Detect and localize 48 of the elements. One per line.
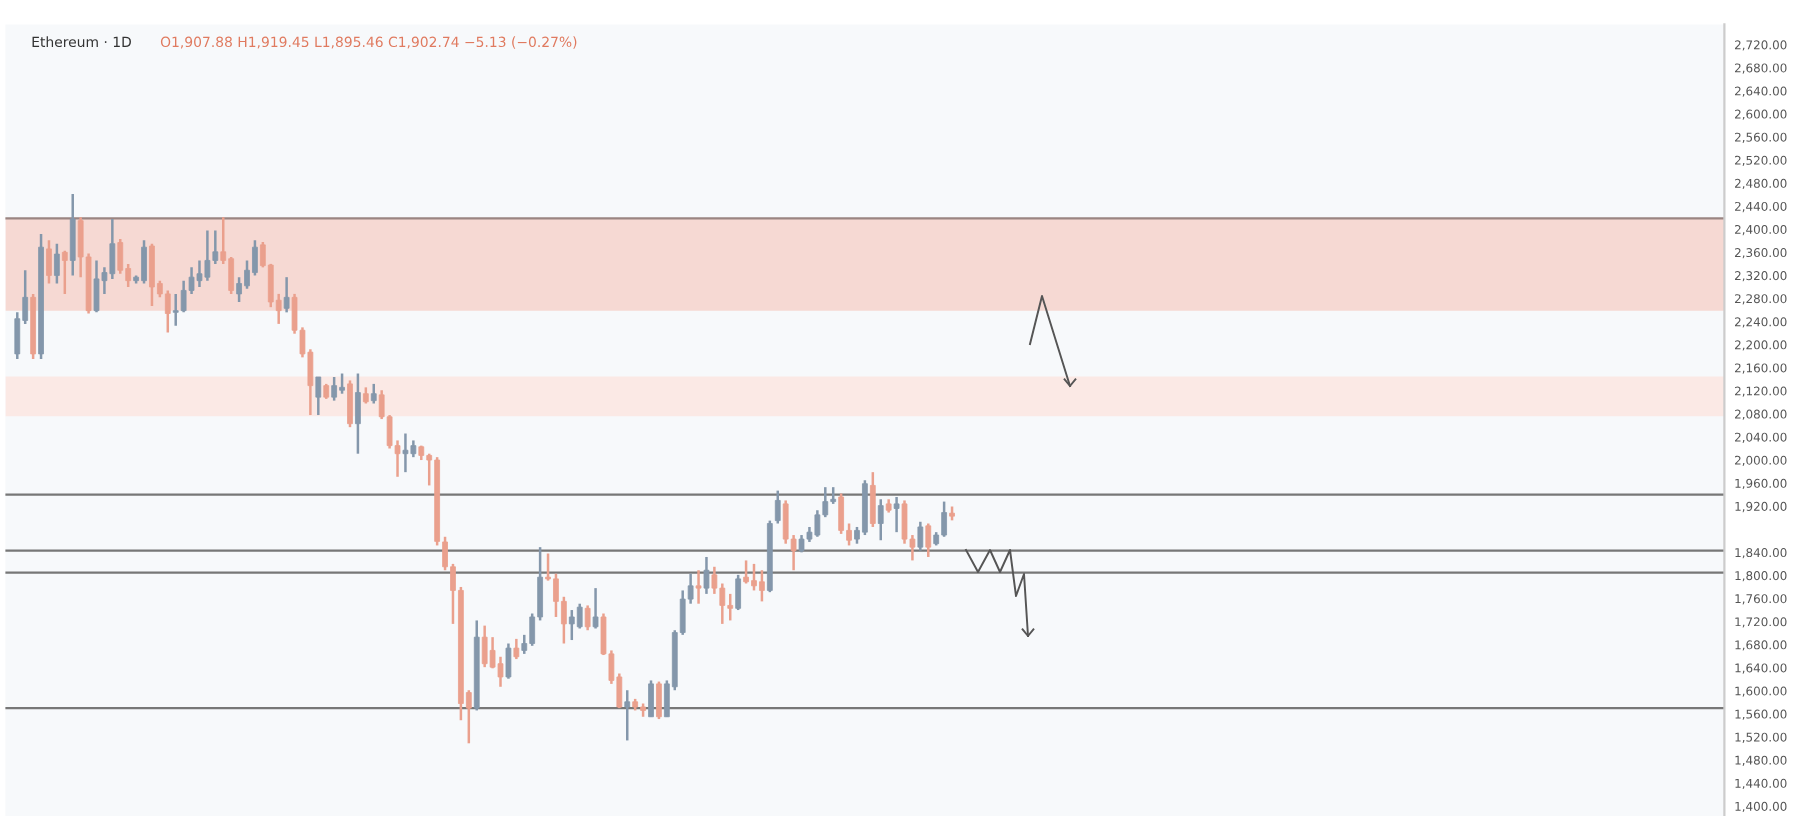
candlestick xyxy=(624,688,631,742)
candlestick xyxy=(315,375,322,417)
candlestick xyxy=(402,432,409,474)
candlestick xyxy=(727,592,734,622)
candlestick xyxy=(46,238,52,285)
candlestick xyxy=(703,555,710,596)
candlestick xyxy=(481,624,488,669)
candlestick xyxy=(228,255,235,296)
candlestick xyxy=(204,229,211,282)
candlestick xyxy=(656,680,662,721)
candlestick xyxy=(149,242,155,308)
candlestick xyxy=(117,237,124,275)
candlestick xyxy=(893,495,900,534)
candlestick xyxy=(695,568,702,605)
candlestick xyxy=(838,492,845,536)
candlestick xyxy=(925,522,932,559)
candlestick xyxy=(331,375,338,402)
candlestick xyxy=(743,559,749,585)
candlestick xyxy=(61,249,68,296)
candlestick xyxy=(355,372,361,455)
candlestick xyxy=(164,289,171,334)
candlestick xyxy=(69,192,76,277)
candlestick xyxy=(576,602,583,630)
candlestick xyxy=(497,655,504,689)
candlestick xyxy=(751,562,757,592)
candlestick xyxy=(236,275,242,304)
candlestick xyxy=(505,642,512,680)
candlestick xyxy=(93,259,100,314)
candlestick xyxy=(869,470,876,529)
candlestick xyxy=(584,604,591,632)
candlestick xyxy=(339,372,345,395)
candlestick xyxy=(54,242,60,285)
candlestick xyxy=(759,568,765,603)
candlestick xyxy=(735,573,742,612)
candlestick xyxy=(941,500,947,539)
candlestick xyxy=(141,238,147,285)
candlestick xyxy=(283,275,290,314)
candlestick xyxy=(347,379,353,429)
candlestick xyxy=(877,498,884,542)
candlestick xyxy=(814,508,821,539)
candlestick xyxy=(568,608,575,642)
candlestick xyxy=(553,572,559,619)
candlestick xyxy=(774,489,781,525)
candlestick xyxy=(513,637,520,661)
candlestick xyxy=(917,520,924,552)
candlestick xyxy=(592,586,599,630)
candlestick xyxy=(370,382,377,405)
candlestick xyxy=(648,679,654,719)
